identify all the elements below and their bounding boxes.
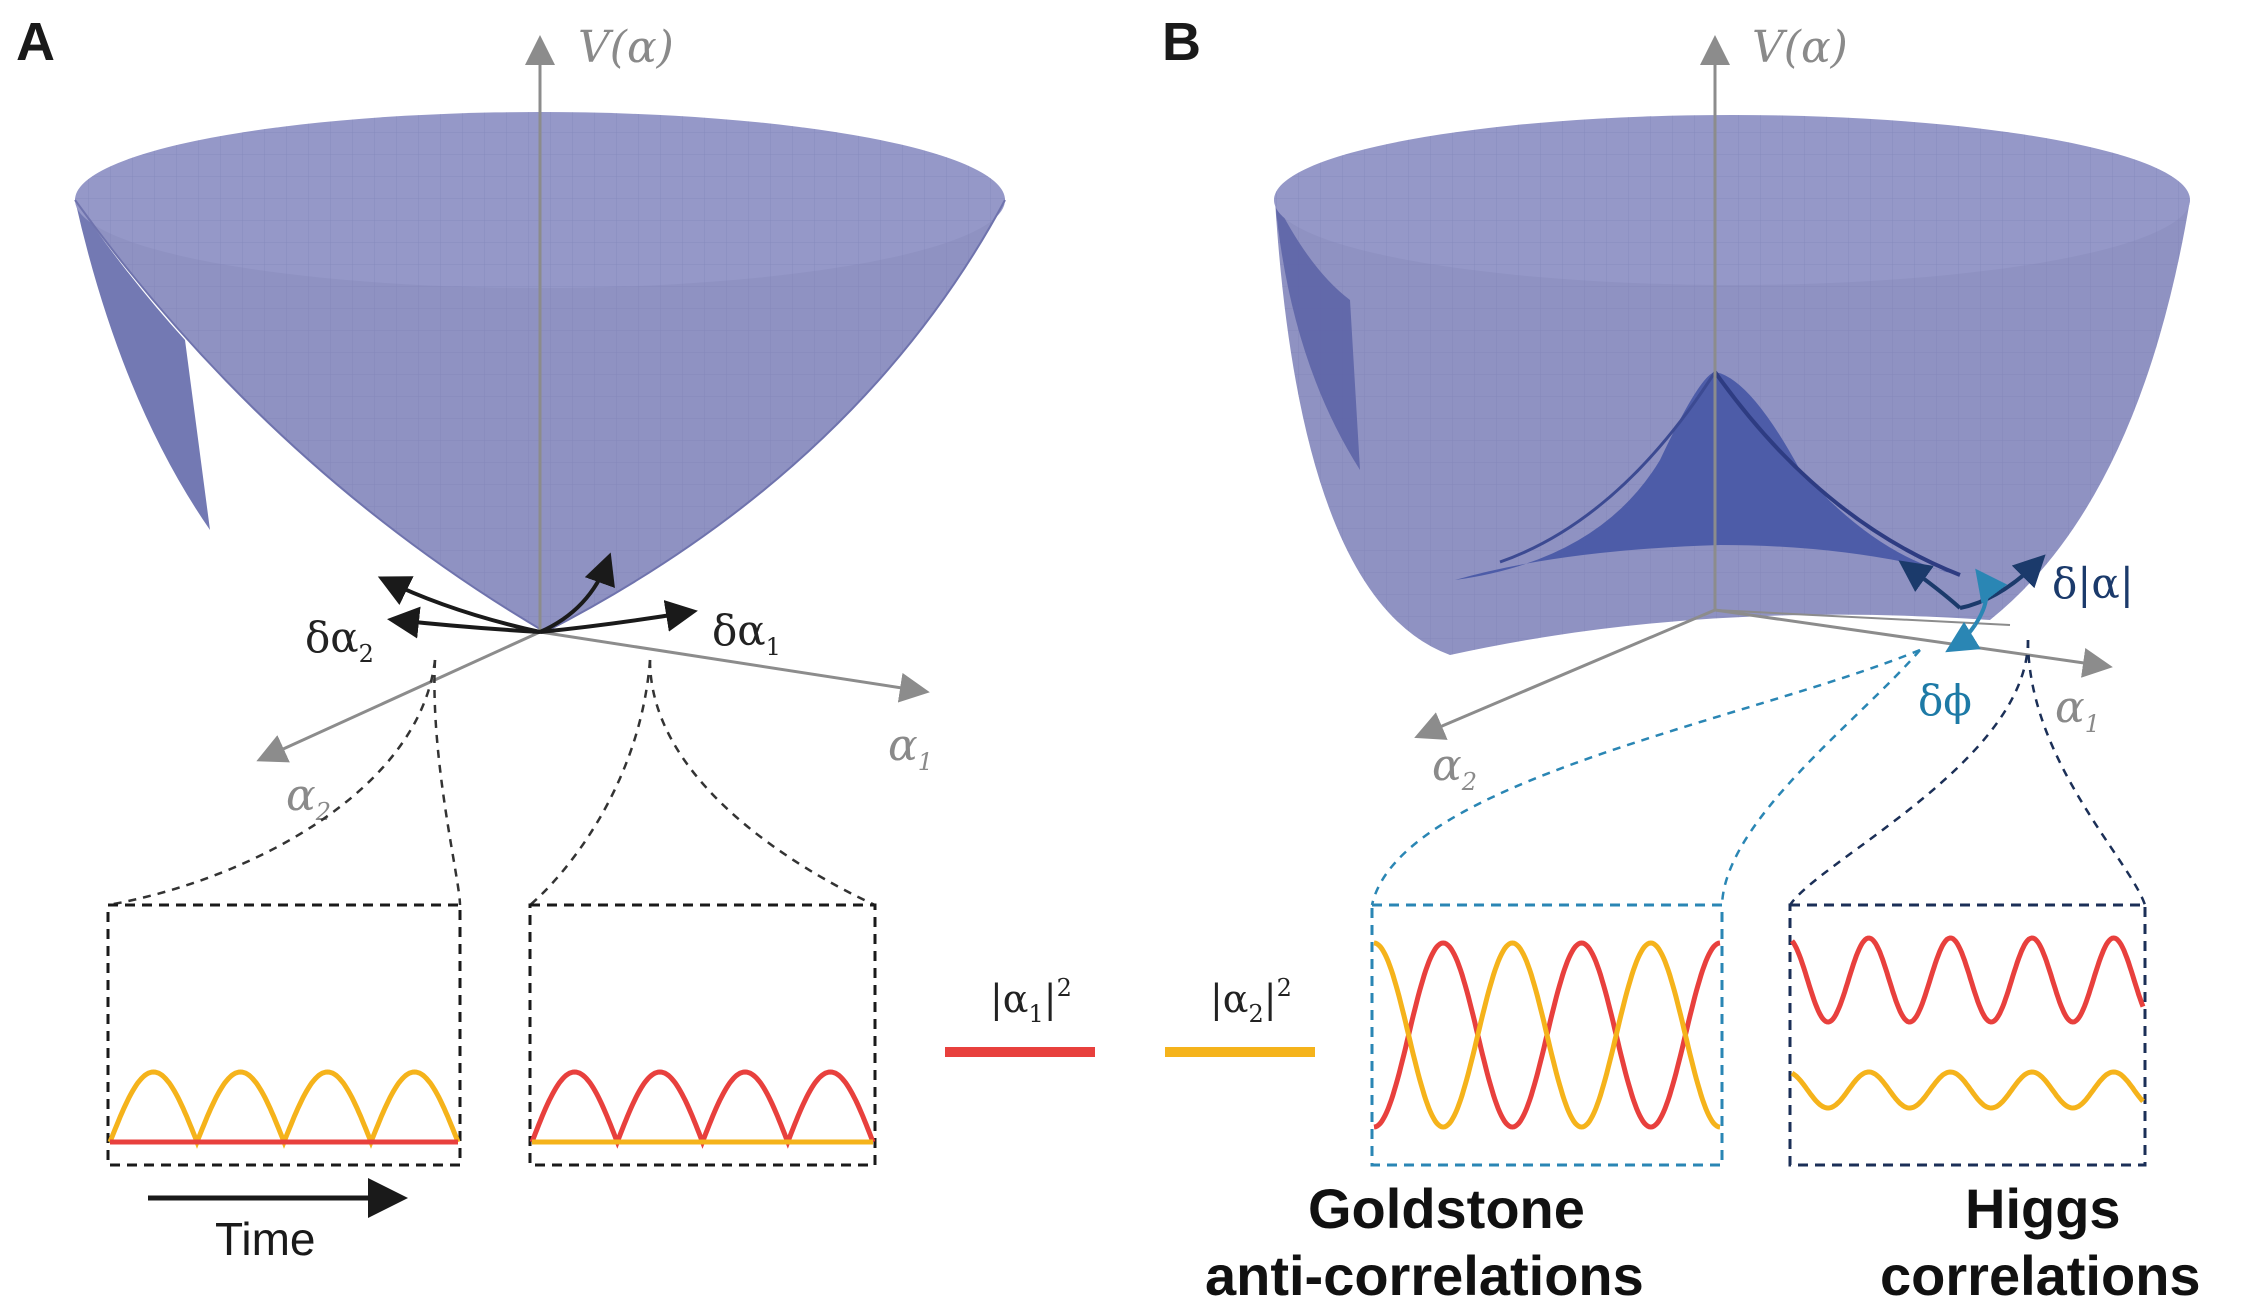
b-v-axis-label: V(α) [1752, 22, 1848, 73]
panel-b: B V(α) α1 α2 δ|α| δϕ [1162, 12, 2201, 1307]
inset-a1-red-trace [529, 1069, 876, 1149]
higgs-yellow-trace [1790, 1069, 2145, 1111]
delta-alpha2-label: δα2 [305, 613, 374, 668]
panel-a-letter: A [16, 12, 55, 72]
alpha2-axis [256, 630, 541, 763]
goldstone-caption-line2: anti-correlations [1205, 1244, 1644, 1307]
inset-higgs [1788, 903, 2147, 1167]
legend: |α1|2 |α2|2 [945, 974, 1315, 1057]
goldstone-yellow-trace [1373, 940, 1721, 1130]
b-fluctuation-arrows [1898, 554, 2046, 653]
b-alpha2-axis [1414, 608, 1716, 740]
higgs-caption-line1: Higgs [1965, 1177, 2121, 1240]
inset-delta-alpha1 [528, 903, 877, 1167]
phase-fluctuation-label: δϕ [1918, 676, 1972, 725]
b-alpha1-axis-label: α1 [2055, 682, 2100, 738]
goldstone-caption-line1: Goldstone [1308, 1177, 1585, 1240]
inset-a2-yellow-trace [107, 1069, 461, 1149]
b-alpha1-axis [1714, 608, 2113, 678]
panel-a: A V(α) α1 α2 δα1 δα2 [16, 12, 1006, 1265]
alpha1-axis [539, 630, 930, 703]
time-label: Time [215, 1213, 316, 1265]
amplitude-fluctuation-label: δ|α| [2052, 559, 2134, 608]
b-alpha2-axis-label: α2 [1432, 740, 1477, 796]
legend-yellow-label: |α2|2 [1210, 974, 1292, 1028]
legend-red-label: |α1|2 [990, 974, 1072, 1028]
alpha2-axis-label: α2 [286, 770, 331, 826]
inset-goldstone [1370, 903, 1724, 1167]
higgs-caption-line2: correlations [1880, 1244, 2201, 1307]
v-axis-label: V(α) [578, 22, 674, 73]
fluctuation-arrows [377, 552, 698, 639]
zoom-guides-a [107, 659, 876, 907]
higgs-red-trace [1790, 935, 2146, 1025]
inset-delta-alpha2 [106, 903, 462, 1167]
delta-alpha1-label: δα1 [712, 606, 781, 661]
panel-b-letter: B [1162, 12, 1201, 72]
mexican-hat-surface [1274, 115, 2190, 655]
zoom-guides-b [1370, 639, 2147, 906]
alpha1-axis-label: α1 [888, 720, 933, 776]
